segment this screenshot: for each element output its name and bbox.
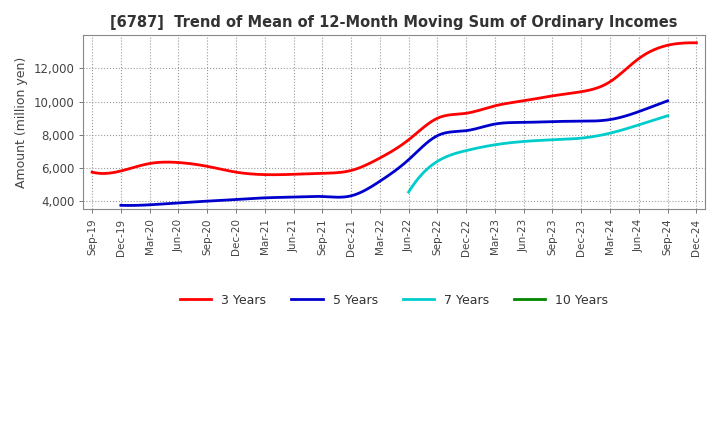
5 Years xyxy=(444,130,452,135)
Line: 3 Years: 3 Years xyxy=(92,43,696,175)
Y-axis label: Amount (million yen): Amount (million yen) xyxy=(15,57,28,188)
Legend: 3 Years, 5 Years, 7 Years, 10 Years: 3 Years, 5 Years, 7 Years, 10 Years xyxy=(175,289,613,312)
5 Years xyxy=(453,129,462,134)
5 Years xyxy=(614,115,623,121)
7 Years xyxy=(663,113,672,118)
3 Years xyxy=(459,111,468,116)
7 Years xyxy=(405,189,413,194)
5 Years xyxy=(579,118,588,124)
7 Years xyxy=(563,136,572,142)
5 Years xyxy=(118,203,127,208)
5 Years xyxy=(126,203,135,208)
Line: 5 Years: 5 Years xyxy=(121,101,667,205)
5 Years xyxy=(442,130,451,135)
7 Years xyxy=(405,188,414,193)
3 Years xyxy=(692,40,701,45)
7 Years xyxy=(559,137,567,142)
3 Years xyxy=(449,112,458,117)
5 Years xyxy=(117,203,125,208)
3 Years xyxy=(688,40,697,45)
5 Years xyxy=(663,98,672,103)
3 Years xyxy=(448,112,456,117)
3 Years xyxy=(268,172,276,177)
7 Years xyxy=(557,137,566,142)
Title: [6787]  Trend of Mean of 12-Month Moving Sum of Ordinary Incomes: [6787] Trend of Mean of 12-Month Moving … xyxy=(110,15,678,30)
3 Years xyxy=(637,54,646,59)
3 Years xyxy=(90,170,99,175)
3 Years xyxy=(88,169,96,175)
7 Years xyxy=(639,121,648,126)
Line: 7 Years: 7 Years xyxy=(409,116,667,192)
3 Years xyxy=(599,83,608,88)
7 Years xyxy=(623,126,631,131)
